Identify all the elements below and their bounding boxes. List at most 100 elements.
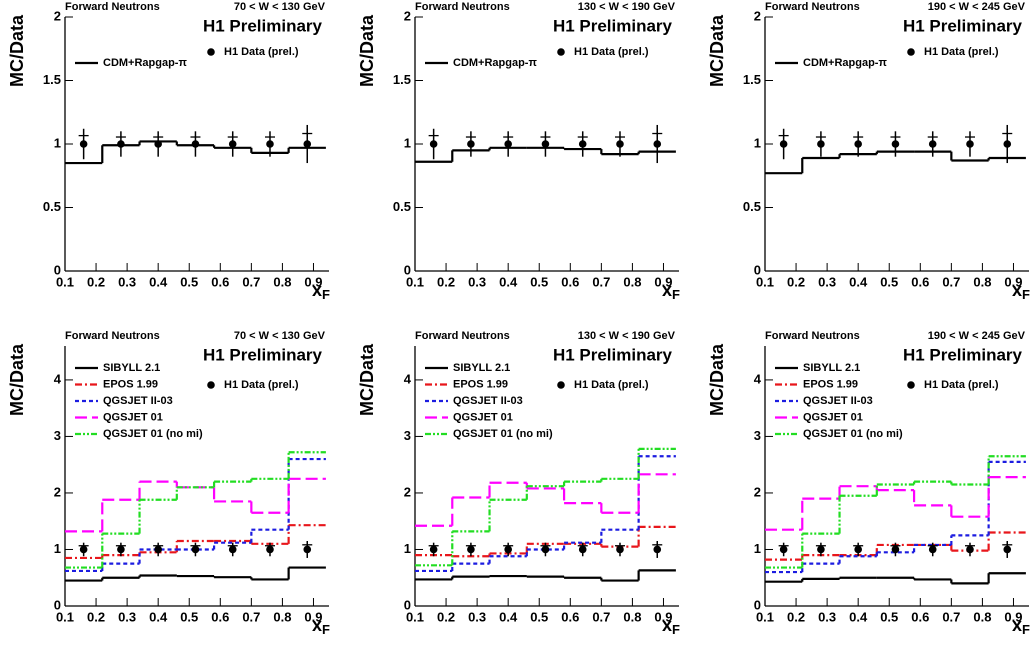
legend-marker <box>907 381 915 389</box>
x-tick-label: 0.9 <box>654 274 672 289</box>
data-point <box>79 140 88 148</box>
legend-label: H1 Data (prel.) <box>574 379 649 391</box>
x-axis-label-main: x <box>1012 615 1022 635</box>
x-tick-label: 0.7 <box>592 609 610 624</box>
data-point <box>653 140 662 148</box>
legend-label: CDM+Rapgap-π <box>453 57 537 69</box>
legend-label: SIBYLL 2.1 <box>103 362 160 374</box>
x-tick-label: 0.1 <box>756 274 774 289</box>
legend-label: QGSJET 01 (no mi) <box>103 428 203 440</box>
data-point <box>891 545 900 554</box>
legend-label: H1 Data (prel.) <box>224 379 299 391</box>
x-tick-label: 0.8 <box>973 609 991 624</box>
legend-marker <box>207 381 215 389</box>
panel-title-left: Forward Neutrons <box>765 1 860 13</box>
data-point <box>79 545 88 554</box>
y-tick-label: 0 <box>54 262 61 277</box>
panel-title-right: 70 < W < 130 GeV <box>234 330 326 342</box>
data-point <box>154 140 162 148</box>
y-axis-label: MC/Data <box>707 14 727 87</box>
data-point <box>154 545 162 554</box>
y-tick-label: 0 <box>54 597 61 612</box>
data-point <box>966 545 974 554</box>
x-tick-label: 0.6 <box>561 609 579 624</box>
y-tick-label: 1 <box>754 541 761 556</box>
legend-label: EPOS 1.99 <box>453 378 508 390</box>
panel: Forward Neutrons 70 < W < 130 GeV H1 Preli… <box>7 330 330 638</box>
y-axis-label: MC/Data <box>707 343 727 416</box>
data-point <box>266 140 274 148</box>
data-point <box>191 545 200 554</box>
data-point <box>504 140 512 148</box>
x-axis-label: xF <box>1012 615 1030 638</box>
x-tick-label: 0.9 <box>654 609 672 624</box>
y-tick-label: 1 <box>54 541 61 556</box>
y-tick-label: 3 <box>754 428 761 443</box>
data-point <box>504 545 512 554</box>
x-axis-label: xF <box>662 615 680 638</box>
x-tick-label: 0.4 <box>499 609 518 624</box>
legend-label: QGSJET 01 <box>453 411 513 423</box>
x-tick-label: 0.3 <box>468 274 486 289</box>
x-tick-label: 0.2 <box>437 609 455 624</box>
x-axis-label-sub: F <box>1022 622 1030 637</box>
legend-label: QGSJET 01 <box>803 411 863 423</box>
legend-marker <box>907 48 915 56</box>
x-tick-label: 0.2 <box>437 274 455 289</box>
x-axis-label: xF <box>312 280 330 303</box>
panel-label: H1 Preliminary <box>903 345 1023 364</box>
x-tick-label: 0.6 <box>911 609 929 624</box>
x-axis-label: xF <box>312 615 330 638</box>
legend-label: QGSJET 01 (no mi) <box>453 428 553 440</box>
legend-label: QGSJET II-03 <box>453 395 523 407</box>
x-tick-label: 0.5 <box>180 609 198 624</box>
x-tick-label: 0.3 <box>118 274 136 289</box>
panel: Forward Neutrons 190 < W < 245 GeV H1 Prel… <box>707 330 1030 638</box>
panel-title-right: 70 < W < 130 GeV <box>234 1 326 13</box>
data-point <box>467 140 475 148</box>
data-point <box>191 140 200 148</box>
x-tick-label: 0.5 <box>530 274 548 289</box>
data-point <box>928 140 937 148</box>
x-axis-label-sub: F <box>322 287 330 302</box>
x-axis-label-main: x <box>312 615 322 635</box>
panel-label: H1 Preliminary <box>903 16 1023 35</box>
x-tick-label: 0.9 <box>1004 609 1022 624</box>
y-tick-label: 0.5 <box>393 199 411 214</box>
y-tick-label: 2 <box>754 484 761 499</box>
y-axis-label: MC/Data <box>357 14 377 87</box>
x-axis-label-main: x <box>312 280 322 300</box>
panel-title-left: Forward Neutrons <box>415 330 510 342</box>
data-point <box>578 140 587 148</box>
legend-label: CDM+Rapgap-π <box>803 57 887 69</box>
y-tick-label: 0 <box>754 262 761 277</box>
x-tick-label: 0.4 <box>499 274 518 289</box>
data-point <box>1003 140 1012 148</box>
legend-label: SIBYLL 2.1 <box>453 362 510 374</box>
x-tick-label: 0.7 <box>242 274 260 289</box>
panel: Forward Neutrons 130 < W < 190 GeV H1 Prel… <box>357 330 680 638</box>
x-tick-label: 0.6 <box>211 274 229 289</box>
panel-title-right: 190 < W < 245 GeV <box>928 330 1026 342</box>
y-tick-label: 4 <box>54 371 62 386</box>
panel-label: H1 Preliminary <box>553 16 673 35</box>
y-tick-label: 1.5 <box>743 72 761 87</box>
data-point <box>303 545 312 554</box>
panel-title-left: Forward Neutrons <box>765 330 860 342</box>
x-axis-label-main: x <box>662 280 672 300</box>
panel: Forward Neutrons 130 < W < 190 GeV H1 Prel… <box>357 1 680 303</box>
x-tick-label: 0.8 <box>273 609 291 624</box>
x-tick-label: 0.3 <box>818 274 836 289</box>
x-tick-label: 0.5 <box>880 609 898 624</box>
data-point <box>429 545 438 554</box>
x-tick-label: 0.3 <box>118 609 136 624</box>
y-tick-label: 4 <box>404 371 412 386</box>
x-axis-label-sub: F <box>322 622 330 637</box>
x-tick-label: 0.7 <box>942 274 960 289</box>
y-tick-label: 4 <box>754 371 762 386</box>
x-tick-label: 0.1 <box>56 609 74 624</box>
x-tick-label: 0.5 <box>530 609 548 624</box>
x-axis-label-sub: F <box>672 622 680 637</box>
x-tick-label: 0.8 <box>973 274 991 289</box>
